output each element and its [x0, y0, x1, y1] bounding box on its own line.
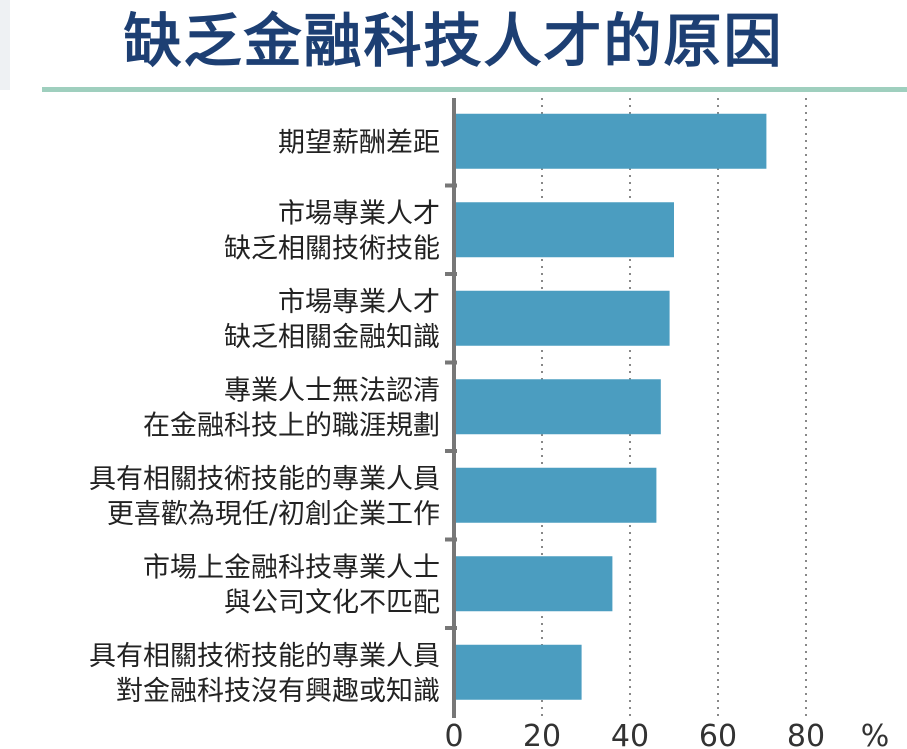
bar: [454, 202, 674, 258]
bar: [454, 556, 613, 612]
category-label: 具有相關技術技能的專業人員: [89, 641, 440, 672]
category-label: 更喜歡為現任/初創企業工作: [107, 499, 440, 530]
category-label: 與公司文化不匹配: [224, 587, 440, 618]
title-underline: [42, 87, 907, 92]
category-labels: 期望薪酬差距市場專業人才缺乏相關技術技能市場專業人才缺乏相關金融知識專業人士無法…: [89, 127, 440, 707]
category-label: 市場專業人才: [278, 287, 440, 318]
x-tick-label: 80: [787, 719, 825, 749]
corner-shade: [0, 0, 10, 90]
category-label: 市場專業人才: [278, 198, 440, 229]
category-label: 缺乏相關技術技能: [224, 233, 440, 264]
category-label: 在金融科技上的職涯規劃: [143, 410, 440, 441]
x-tick-label: 20: [523, 719, 561, 749]
category-label: 專業人士無法認清: [224, 375, 440, 406]
chart-title: 缺乏金融科技人才的原因: [123, 7, 784, 75]
category-label: 期望薪酬差距: [278, 127, 440, 158]
bar: [454, 644, 582, 700]
x-tick-label: 40: [611, 719, 649, 749]
category-label: 對金融科技沒有興趣或知識: [116, 676, 440, 707]
x-tick-label: 60: [699, 719, 737, 749]
bar: [454, 290, 670, 346]
tick-labels: 0 20 40 60 80%: [444, 719, 889, 749]
x-unit-label: %: [861, 719, 890, 749]
bars: [454, 113, 767, 700]
axes: [445, 98, 457, 718]
category-label: 具有相關技術技能的專業人員: [89, 464, 440, 495]
category-label: 市場上金融科技專業人士: [143, 552, 440, 583]
bar: [454, 379, 661, 435]
category-label: 缺乏相關金融知識: [224, 322, 440, 353]
bar: [454, 113, 767, 169]
x-tick-label: 0: [444, 719, 463, 749]
bar: [454, 467, 657, 523]
